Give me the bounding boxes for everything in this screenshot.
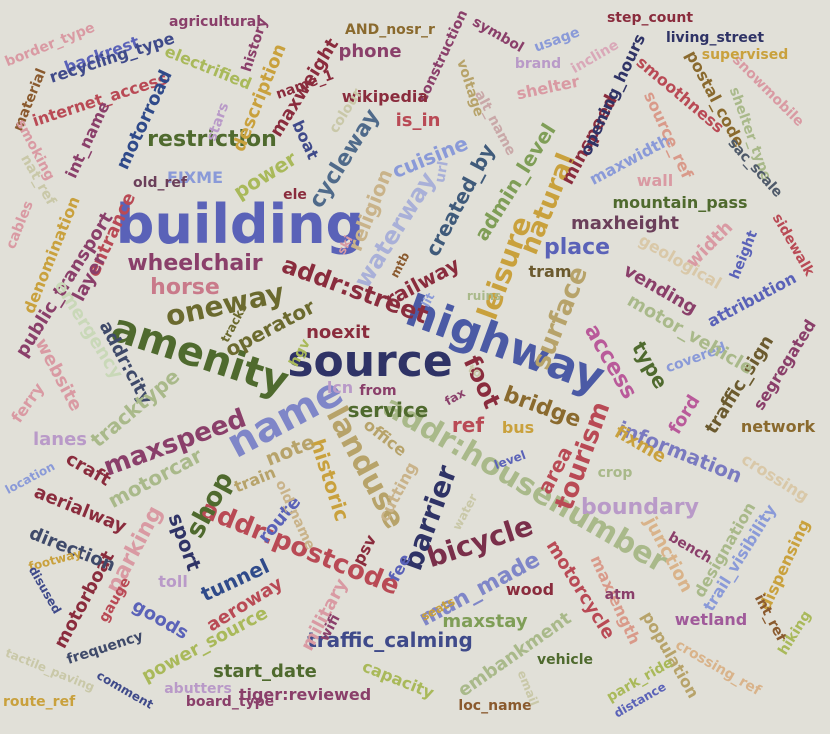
cloud-word: maxstay (442, 611, 528, 632)
cloud-word: ferry (7, 379, 49, 427)
cloud-word: lanes (32, 429, 88, 450)
cloud-word: vehicle (537, 652, 593, 668)
cloud-word: url (432, 159, 452, 185)
cloud-word: abutters (164, 681, 232, 697)
cloud-word: tiger:reviewed (238, 685, 372, 704)
cloud-word: bus (501, 418, 535, 437)
cloud-word: mountain_pass (612, 193, 748, 212)
cloud-word: ford (664, 391, 705, 439)
cloud-word: traffic_calming (307, 628, 473, 652)
cloud-word: from (359, 383, 397, 399)
cloud-word: AND_nosr_r (345, 22, 435, 38)
cloud-word: disused (25, 563, 65, 617)
cloud-word: usage (532, 24, 582, 56)
cloud-word: FIXME (166, 168, 224, 187)
cloud-word: step_count (606, 10, 694, 26)
cloud-word: horse (150, 275, 220, 300)
cloud-word: service (347, 398, 429, 422)
cloud-word: old_ref (133, 175, 187, 191)
cloud-word: network (740, 417, 816, 436)
cloud-word: restriction (147, 127, 277, 152)
cloud-word: ele (283, 187, 307, 203)
cloud-word: crossing (738, 449, 813, 506)
cloud-word: symbol (469, 13, 527, 57)
cloud-word: brand (514, 56, 562, 72)
cloud-word: shelter (514, 71, 581, 104)
cloud-word: phone (338, 41, 402, 62)
cloud-word: ruins (466, 289, 502, 303)
cloud-word: agricultural (168, 14, 262, 30)
cloud-word: wetland (674, 610, 748, 629)
cloud-word: height (727, 228, 761, 282)
cloud-word: start_date (213, 661, 317, 682)
cloud-word: wheelchair (127, 251, 263, 276)
cloud-word: lcn (326, 378, 354, 397)
cloud-word: ref (451, 413, 485, 437)
cloud-word: wall (636, 171, 674, 190)
cloud-word: website (30, 334, 87, 415)
cloud-word: supervised (701, 47, 789, 63)
cloud-word: tram (528, 262, 572, 281)
cloud-word: wikipedia (341, 87, 429, 106)
cloud-word: route_ref (2, 694, 76, 710)
cloud-word: toll (158, 572, 188, 591)
cloud-word: capacity (359, 656, 437, 703)
cloud-word: is_in (395, 110, 441, 131)
cloud-word: cables (3, 198, 37, 252)
cloud-word: board_type (185, 694, 275, 710)
cloud-word: boundary (581, 495, 699, 520)
cloud-word: loc_name (458, 698, 532, 714)
cloud-word: noexit (306, 322, 370, 343)
cloud-word: building (115, 193, 365, 256)
cloud-word: place (543, 235, 611, 260)
cloud-word: source (287, 336, 453, 387)
cloud-word: wood (505, 580, 555, 599)
cloud-word: sidewalk (768, 211, 818, 279)
cloud-word: maxheight (570, 213, 680, 234)
cloud-word: fee (384, 550, 415, 585)
cloud-word: train (231, 462, 279, 497)
cloud-word: living_street (665, 30, 765, 46)
cloud-word: atm (604, 587, 636, 603)
cloud-word: fax (442, 385, 468, 409)
cloud-word: width (682, 217, 738, 273)
cloud-word: crop (597, 465, 633, 481)
